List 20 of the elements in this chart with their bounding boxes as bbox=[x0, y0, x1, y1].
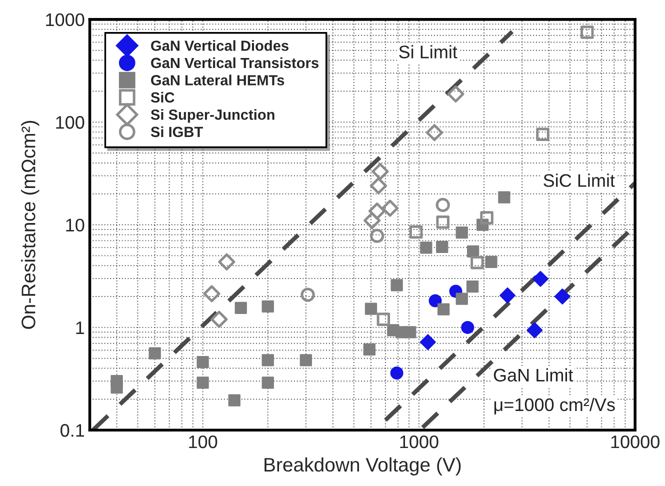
legend-label: Si IGBT bbox=[150, 126, 203, 138]
y-tick-label: 10 bbox=[66, 218, 84, 232]
annotation: μ=1000 cm²/Vs bbox=[494, 398, 615, 414]
annotation: Si Limit bbox=[399, 45, 458, 58]
legend-label: SiC bbox=[150, 92, 174, 103]
y-axis-title: On-Resistance (mΩcm²) bbox=[21, 120, 40, 329]
annotation: GaN Limit bbox=[494, 368, 574, 382]
legend-label: GaN Vertical Transistors bbox=[151, 57, 318, 68]
x-tick-label: 10000 bbox=[611, 435, 660, 448]
annotation: SiC Limit bbox=[544, 174, 615, 187]
y-tick-label: 100 bbox=[56, 116, 84, 129]
legend-label: GaN Vertical Diodes bbox=[151, 40, 288, 51]
y-tick-label: 1000 bbox=[46, 13, 84, 26]
y-tick-label: 0.1 bbox=[60, 424, 84, 437]
y-tick-label: 1 bbox=[76, 322, 84, 334]
x-tick-label: 1000 bbox=[400, 435, 438, 448]
x-tick-label: 100 bbox=[189, 435, 218, 448]
legend-label: GaN Lateral HEMTs bbox=[151, 74, 284, 86]
x-axis-title: Breakdown Voltage (V) bbox=[264, 457, 461, 476]
legend-label: Si Super-Junction bbox=[150, 109, 274, 123]
